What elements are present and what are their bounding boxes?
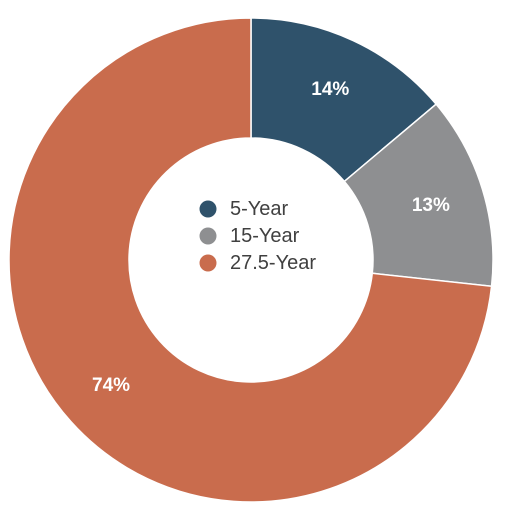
slice-15-year	[343, 103, 494, 288]
slice-27-5-year	[8, 17, 493, 503]
slice-labels-group: 14% 13% 74%	[92, 79, 450, 396]
legend-label-5-year: 5-Year	[230, 198, 289, 220]
slice-5-year	[250, 17, 438, 183]
legend-marker-5-year	[199, 200, 217, 218]
data-label-5-year: 14%	[311, 79, 349, 100]
data-label-15-year: 13%	[412, 195, 450, 216]
legend-label-27-5-year: 27.5-Year	[230, 252, 316, 274]
legend: 5-Year 15-Year 27.5-Year	[199, 198, 316, 274]
legend-label-15-year: 15-Year	[230, 225, 300, 247]
legend-marker-15-year	[199, 227, 217, 245]
data-label-27-5-year: 74%	[92, 375, 130, 396]
slices-group	[8, 17, 494, 503]
legend-marker-27-5-year	[199, 254, 217, 272]
